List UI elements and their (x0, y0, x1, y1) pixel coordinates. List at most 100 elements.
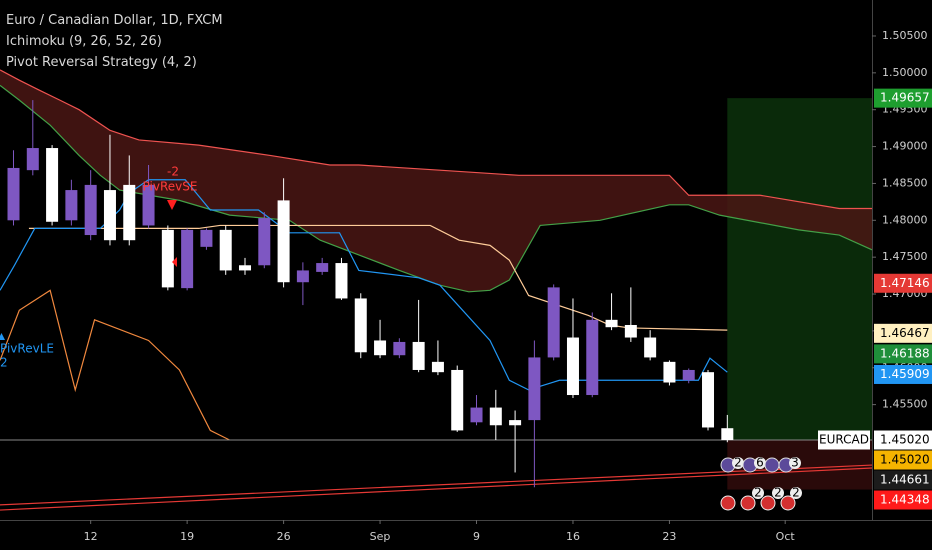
annotation: PivRevSE (143, 180, 198, 194)
position-profit (727, 98, 872, 441)
x-tick-label: Sep (370, 530, 391, 543)
candle-body (316, 263, 329, 272)
candle-body (489, 407, 502, 426)
price-label-box (874, 470, 932, 490)
x-tick-label: 23 (662, 530, 676, 543)
candle-body (374, 340, 387, 356)
annotation: -2 (167, 165, 179, 179)
y-tick-label: 1.49000 (882, 140, 928, 153)
price-label-box (874, 364, 932, 384)
candle-body (605, 319, 618, 328)
x-tick-label: 9 (473, 530, 480, 543)
candle-body (84, 184, 97, 236)
x-tick-label: Oct (776, 530, 796, 543)
price-label: 1.49657 (880, 91, 930, 105)
candle-body (277, 200, 290, 283)
event-count: 3 (791, 456, 799, 470)
event-icon[interactable] (760, 495, 776, 511)
plot-area (0, 69, 873, 511)
candle-body (431, 361, 444, 373)
indicator-label: Ichimoku (9, 26, 52, 26) (6, 34, 162, 49)
event-count: 2 (774, 486, 782, 500)
event-icon[interactable] (740, 495, 756, 511)
event-icon[interactable] (720, 495, 736, 511)
candle-body (65, 190, 78, 221)
candle-body (644, 337, 657, 358)
event-badge[interactable] (754, 457, 766, 469)
candle-body (547, 287, 560, 358)
symbol-label-box (818, 430, 870, 450)
candle-body (702, 372, 715, 428)
candle-body (161, 229, 174, 288)
candle-body (239, 265, 252, 271)
candle-body (624, 324, 637, 338)
candle-body (26, 148, 39, 171)
event-badge[interactable] (752, 487, 764, 499)
candle-body (566, 337, 579, 396)
price-label-box (874, 88, 932, 108)
price-label-box (874, 430, 932, 450)
candle-body (123, 184, 136, 241)
candle-body (412, 341, 425, 370)
candle-body (586, 319, 599, 396)
cloud (0, 69, 872, 292)
price-label-box (874, 490, 932, 510)
indicator-line (0, 467, 873, 511)
candle-body (721, 428, 734, 441)
candle-body (103, 190, 116, 241)
candle-body (682, 369, 695, 381)
indicator-label: Pivot Reversal Strategy (4, 2) (6, 55, 197, 70)
x-tick-label: 12 (84, 530, 98, 543)
price-label: 1.44348 (880, 493, 930, 507)
price-label: 1.47146 (880, 276, 930, 290)
price-label: 1.46188 (880, 346, 930, 360)
events: 2 6 3 2 2 2 (720, 456, 802, 511)
candle-body (470, 407, 483, 423)
price-label-box (874, 273, 932, 293)
price-label-box (874, 344, 932, 364)
candle-body (46, 148, 59, 222)
annotation: PivRevLE (0, 342, 54, 356)
event-badge[interactable] (732, 457, 744, 469)
y-tick-label: 1.48000 (882, 213, 928, 226)
candle-body (200, 229, 213, 247)
event-badge[interactable] (789, 457, 801, 469)
price-label-box (874, 323, 932, 343)
candle-body (181, 229, 194, 289)
cloud-upper-line (0, 69, 872, 210)
candle-body (528, 357, 541, 421)
candle-body (219, 229, 232, 271)
price-label-box (874, 450, 932, 470)
event-icon[interactable] (780, 495, 796, 511)
event-badge[interactable] (790, 487, 802, 499)
x-tick-label: 19 (180, 530, 194, 543)
candle-body (335, 263, 348, 299)
event-badge[interactable] (772, 487, 784, 499)
chart-title: Euro / Canadian Dollar, 1D, FXCM (6, 13, 223, 28)
short-arrow (167, 200, 177, 210)
y-tick-label: 1.45500 (882, 398, 928, 411)
price-label: 1.45909 (880, 367, 930, 381)
candle-body (258, 218, 271, 266)
candle-body (296, 270, 309, 283)
price-label: 1.46467 (880, 326, 930, 340)
symbol-label: EURCAD (819, 433, 869, 447)
indicator-line (0, 289, 230, 441)
annotation: 2 (0, 356, 8, 370)
axes: 1.505001.500001.495001.490001.485001.480… (84, 29, 932, 543)
x-tick-label: 16 (566, 530, 580, 543)
event-icon[interactable] (764, 457, 780, 473)
candle-body (663, 361, 676, 383)
x-tick-label: 26 (277, 530, 291, 543)
long-arrow (0, 333, 5, 340)
candle-body (354, 298, 367, 353)
y-tick-label: 1.50500 (882, 29, 928, 42)
event-count: 2 (792, 486, 800, 500)
event-count: 2 (734, 456, 742, 470)
price-label: 1.45020 (880, 453, 930, 467)
y-tick-label: 1.48500 (882, 176, 928, 189)
event-count: 2 (754, 486, 762, 500)
candle-body (142, 184, 155, 226)
event-count: 6 (756, 456, 764, 470)
